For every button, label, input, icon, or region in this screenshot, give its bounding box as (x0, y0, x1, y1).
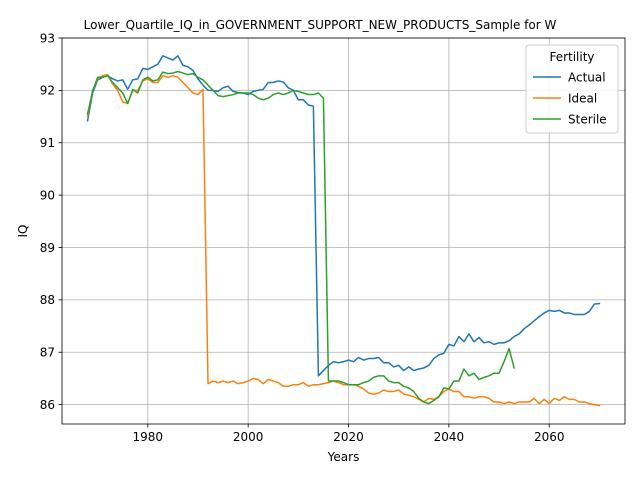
x-axis-label: Years (327, 450, 360, 464)
x-tick-label: 2060 (534, 430, 565, 444)
legend-label-ideal: Ideal (568, 91, 597, 105)
x-tick-label: 2020 (333, 430, 364, 444)
plot-frame (61, 37, 626, 425)
series-line-sterile (86, 70, 516, 405)
y-tick-label: 88 (40, 293, 55, 307)
y-tick-label: 91 (40, 136, 55, 150)
y-tick-label: 86 (40, 398, 55, 412)
y-tick-label: 92 (40, 84, 55, 98)
x-tick-label: 1980 (133, 430, 164, 444)
series-lines (86, 55, 601, 407)
legend-label-sterile: Sterile (568, 112, 607, 126)
legend-box (525, 44, 619, 134)
legend-label-actual: Actual (568, 70, 606, 84)
x-tick-label: 2000 (233, 430, 264, 444)
chart-title: Lower_Quartile_IQ_in_GOVERNMENT_SUPPORT_… (84, 18, 557, 32)
series-line-ideal (86, 73, 601, 407)
y-tick-label: 90 (40, 188, 55, 202)
y-tick-label: 93 (40, 31, 55, 45)
axis-ticks: 1980 2000 2020 2040 2060 86 87 88 89 90 91 92 93 (40, 31, 565, 444)
legend: Fertility Actual Ideal Sterile (525, 44, 619, 134)
series-line-actual (86, 55, 601, 377)
y-tick-label: 89 (40, 241, 55, 255)
x-tick-label: 2040 (434, 430, 465, 444)
y-axis-label: IQ (16, 225, 30, 238)
legend-title: Fertility (549, 50, 594, 64)
y-tick-label: 87 (40, 346, 55, 360)
